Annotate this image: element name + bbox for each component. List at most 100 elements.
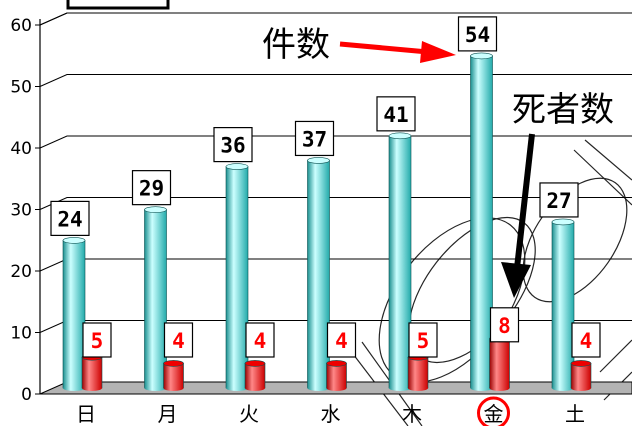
bar-cases-top	[470, 52, 493, 60]
bar-deaths-base	[163, 385, 184, 391]
label-box-deaths	[326, 322, 357, 358]
value-label-cases: 36	[220, 134, 245, 158]
y-tick-label: 10	[10, 324, 32, 344]
x-tick-label: 月	[158, 402, 178, 426]
bar-deaths-body	[407, 356, 429, 389]
bar-cases	[307, 157, 330, 391]
bar-cases-top	[388, 132, 412, 140]
label-box-cases	[131, 170, 172, 206]
label-box-deaths	[408, 322, 438, 358]
bar-cases	[144, 206, 167, 391]
bar-cases-top	[62, 237, 86, 244]
y-tick-label: 20	[10, 262, 32, 282]
bar-deaths-body	[244, 363, 266, 389]
label-box-cases	[376, 96, 416, 132]
x-axis-labels: 日月火水木金土	[76, 396, 585, 426]
bar-deaths-base	[408, 385, 428, 391]
bar-cases-top	[144, 206, 167, 213]
y-tick-label: 50	[10, 78, 32, 98]
label-box-deaths	[489, 307, 520, 343]
bar-deaths-top	[244, 360, 266, 367]
value-label-deaths: 5	[417, 329, 430, 353]
label-box-deaths	[82, 322, 112, 358]
bar-cases-body	[144, 209, 167, 389]
arrow-deaths-head	[501, 262, 531, 298]
bar-deaths	[244, 360, 266, 391]
arrow-cases-shaft	[339, 41, 429, 55]
x-tick-label: 土	[565, 402, 585, 426]
bar-cases	[62, 237, 86, 391]
annotation-deaths: 死者数	[512, 90, 614, 130]
bar-cases-body	[225, 166, 249, 389]
y-tick-label: 40	[10, 139, 32, 159]
value-label-cases: 24	[57, 207, 82, 231]
bar-cases-base	[389, 385, 411, 391]
bar-cases-body	[470, 55, 493, 389]
label-box-deaths	[571, 322, 601, 358]
bar-deaths	[570, 360, 592, 391]
value-label-deaths: 4	[254, 329, 267, 353]
bar-deaths-top	[570, 360, 592, 367]
bar-cases-body	[388, 135, 412, 389]
bar-cases-base	[307, 385, 330, 391]
gridline	[39, 135, 632, 149]
label-box-cases	[539, 182, 579, 218]
highlight-circle	[477, 396, 510, 426]
bar-cases-body	[307, 160, 330, 389]
x-tick-label: 火	[239, 402, 259, 426]
annotation-cases: 件数	[262, 25, 330, 65]
bar-deaths-body	[326, 363, 347, 389]
bar-deaths	[81, 353, 103, 391]
bar-cases-top	[307, 157, 330, 164]
y-axis-depth	[39, 12, 68, 26]
arrow-cases-head	[420, 41, 456, 63]
value-label-deaths: 4	[172, 329, 185, 353]
label-box-cases	[457, 16, 498, 52]
bar-deaths-top	[163, 360, 184, 367]
value-label-deaths: 4	[580, 329, 593, 353]
label-box-cases	[213, 126, 253, 163]
value-label-deaths: 4	[335, 329, 348, 353]
x-tick-label: 木	[402, 402, 422, 426]
x-tick-label: 日	[76, 402, 96, 426]
bar-deaths-body	[489, 338, 510, 389]
x-tick-label: 金	[484, 402, 504, 426]
value-label-cases: 54	[465, 23, 490, 47]
value-label-deaths: 5	[91, 329, 104, 353]
bar-cases-base	[552, 385, 574, 391]
value-labels: 24 5 29 4 36 4 37 4 41 5 54 8 27 4	[50, 16, 601, 358]
gridline	[39, 12, 632, 26]
label-box-cases	[50, 200, 90, 236]
bar-cases	[225, 163, 249, 391]
gridline	[39, 258, 632, 272]
legend-box-fragment	[66, 0, 170, 10]
bar-deaths-base	[489, 385, 510, 391]
value-label-cases: 37	[302, 127, 327, 151]
bar-deaths-body	[163, 363, 184, 389]
bar-deaths	[407, 353, 429, 391]
y-tick-label: 0	[21, 385, 32, 405]
value-label-deaths: 8	[498, 314, 511, 338]
bar-deaths-body	[570, 363, 592, 389]
label-box-deaths	[163, 322, 194, 358]
bar-cases	[551, 218, 575, 391]
bar-deaths-base	[571, 385, 591, 391]
value-label-cases: 27	[546, 189, 571, 213]
bar-cases-body	[62, 240, 86, 389]
bar-deaths-body	[81, 356, 103, 389]
bar-deaths-top	[326, 360, 347, 367]
value-label-cases: 29	[139, 177, 164, 201]
bar-deaths-base	[245, 385, 265, 391]
arrow-deaths-shaft	[514, 133, 535, 269]
bar-deaths	[326, 360, 347, 391]
bar-deaths	[489, 335, 510, 391]
label-box-deaths	[245, 322, 275, 358]
bar-cases	[470, 52, 493, 391]
bar-cases-body	[551, 221, 575, 389]
bar-cases-base	[144, 385, 167, 391]
bar-deaths-base	[326, 385, 347, 391]
bar-cases-top	[551, 218, 575, 226]
bar-cases-base	[63, 385, 85, 391]
